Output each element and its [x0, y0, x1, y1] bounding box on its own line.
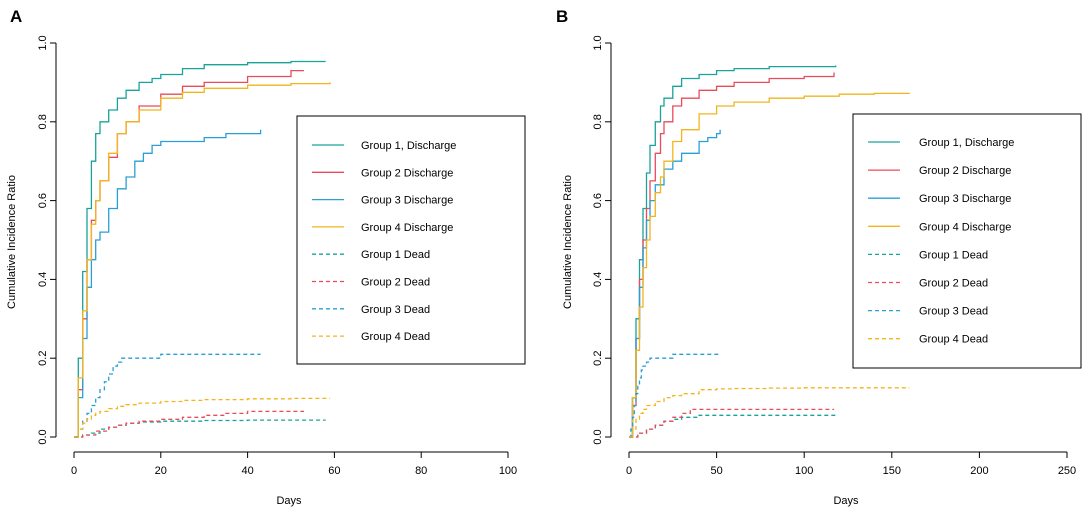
legend-label: Group 3 Discharge: [361, 195, 453, 207]
legend-box: [852, 113, 1082, 369]
y-tick-label: 0.0: [592, 429, 604, 444]
x-axis-title: Days: [276, 495, 302, 507]
series-group-4-dead: [629, 387, 910, 438]
x-tick-label: 50: [710, 465, 722, 477]
series-group-4-discharge: [74, 82, 331, 438]
legend-label: Group 2 Dead: [919, 278, 988, 290]
x-axis-title: Days: [833, 495, 859, 507]
series-group-4-discharge: [629, 92, 910, 438]
legend-label: Group 4 Discharge: [361, 222, 453, 234]
x-tick-label: 100: [499, 465, 517, 477]
legend-label: Group 1, Discharge: [361, 140, 456, 152]
y-tick-label: 1.0: [592, 35, 604, 50]
series-group-4-dead: [74, 397, 331, 438]
y-tick-label: 0.8: [592, 114, 604, 129]
series-group-2-dead: [629, 408, 834, 438]
series-group-3-dead: [74, 353, 261, 438]
legend-label: Group 1, Discharge: [919, 137, 1014, 149]
x-tick-label: 60: [328, 465, 340, 477]
legend-label: Group 4 Discharge: [919, 221, 1011, 233]
x-tick-label: 80: [415, 465, 427, 477]
y-tick-label: 0.6: [592, 193, 604, 208]
legend-label: Group 3 Dead: [361, 304, 430, 316]
legend-label: Group 3 Dead: [919, 306, 988, 318]
legend-label: Group 3 Discharge: [919, 193, 1011, 205]
panel-a: A 0 20 40 60 80 100 0.0 0.2 0.4 0.6 0.8 1.0 Days Cumul…: [6, 7, 526, 507]
x-tick-label: 20: [155, 465, 167, 477]
y-axis-title: Cumulative Incidence Ratio: [562, 175, 574, 309]
series-group-2-dead: [74, 410, 304, 438]
y-tick-label: 0.2: [37, 351, 49, 366]
panel-label: B: [556, 7, 568, 26]
y-tick-label: 0.6: [37, 193, 49, 208]
x-tick-label: 0: [71, 465, 77, 477]
y-tick-label: 0.4: [592, 272, 604, 287]
x-tick-label: 0: [626, 465, 632, 477]
panel-b: B 0 50 100 150 200 250 0.0 0.2 0.4 0.6 0.8 1.0 Days Cu…: [556, 7, 1082, 507]
series-group-3-discharge: [74, 129, 262, 438]
legend-label: Group 1 Dead: [361, 249, 430, 261]
legend-box: [296, 115, 526, 365]
x-tick-label: 250: [1058, 465, 1076, 477]
legend-label: Group 4 Dead: [919, 334, 988, 346]
x-tick-label: 100: [795, 465, 813, 477]
x-tick-label: 150: [883, 465, 901, 477]
series-group-1-discharge: [74, 60, 326, 438]
y-tick-label: 0.2: [592, 351, 604, 366]
legend-label: Group 2 Discharge: [361, 167, 453, 179]
series-group-3-dead: [629, 353, 721, 438]
legend-label: Group 4 Dead: [361, 331, 430, 343]
y-tick-label: 0.8: [37, 114, 49, 129]
x-tick-label: 40: [241, 465, 253, 477]
y-tick-label: 0.0: [37, 429, 49, 444]
legend-label: Group 1 Dead: [919, 249, 988, 261]
panel-label: A: [10, 7, 22, 26]
legend-label: Group 2 Dead: [361, 277, 430, 289]
y-axis-title: Cumulative Incidence Ratio: [6, 175, 18, 309]
y-tick-label: 1.0: [37, 35, 49, 50]
x-tick-label: 200: [970, 465, 988, 477]
y-tick-label: 0.4: [37, 272, 49, 287]
legend-label: Group 2 Discharge: [919, 165, 1011, 177]
